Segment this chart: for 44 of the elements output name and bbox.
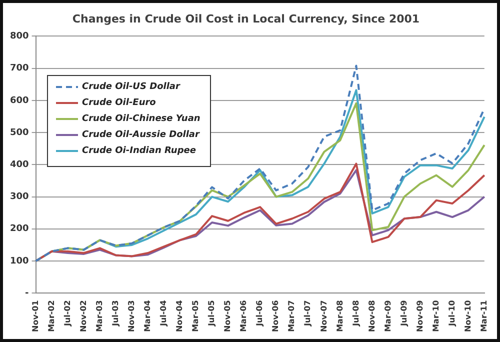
- x-tick-label: Jul-09: [399, 300, 408, 328]
- x-tick-label: Jul-08: [351, 300, 360, 328]
- x-tick-label: Nov-02: [78, 300, 88, 332]
- x-tick-label: Nov-07: [319, 300, 328, 332]
- y-tick-label: 400: [10, 160, 29, 170]
- y-tick-label: 100: [10, 256, 29, 266]
- y-tick-label: 800: [10, 32, 29, 42]
- x-tick-label: Jul-06: [255, 300, 264, 328]
- x-tick-label: Nov-01: [30, 300, 40, 332]
- x-tick-label: Jul-10: [447, 300, 456, 328]
- legend-label: Crude Oil-US Dollar: [82, 82, 180, 92]
- x-tick-label: Mar-03: [94, 300, 104, 332]
- chart-title: Changes in Crude Oil Cost in Local Currency, Since 2001: [72, 12, 420, 26]
- x-tick-label: Nov-10: [463, 300, 472, 332]
- x-tick-label: Nov-09: [415, 300, 424, 332]
- x-tick-label: Mar-05: [191, 300, 200, 332]
- legend-label: Crude Oi-Indian Rupee: [82, 146, 196, 156]
- x-tick-label: Nov-03: [126, 300, 136, 332]
- x-tick-label: Mar-06: [239, 300, 248, 332]
- y-tick-label: 700: [10, 64, 29, 74]
- y-tick-label: 600: [10, 96, 29, 106]
- x-tick-label: Nov-04: [175, 300, 184, 332]
- x-tick-label: Jul-05: [207, 300, 216, 328]
- y-tick-label: 300: [10, 192, 29, 202]
- y-tick-label: 500: [10, 128, 29, 138]
- x-tick-label: Jul-07: [303, 300, 312, 328]
- x-tick-label: Mar-10: [431, 300, 440, 332]
- x-tick-label: Mar-07: [287, 300, 296, 332]
- x-tick-label: Jul-02: [62, 300, 72, 328]
- x-tick-label: Mar-02: [46, 300, 56, 332]
- x-tick-label: Jul-03: [110, 300, 120, 328]
- legend-label: Crude Oil-Euro: [82, 98, 156, 108]
- x-tick-label: Jul-04: [159, 300, 168, 328]
- legend-label: Crude Oil-Aussie Dollar: [82, 130, 200, 140]
- x-tick-label: Nov-08: [367, 300, 376, 332]
- x-tick-label: Mar-09: [383, 300, 392, 332]
- y-tick-label: 200: [10, 224, 29, 234]
- x-tick-label: Nov-05: [223, 300, 232, 332]
- x-tick-label: Mar-11: [479, 300, 488, 332]
- y-tick-label: -: [25, 288, 30, 298]
- legend-label: Crude Oil-Chinese Yuan: [82, 114, 200, 124]
- x-tick-label: Nov-06: [271, 300, 280, 332]
- x-tick-label: Mar-08: [335, 300, 344, 332]
- x-tick-label: Mar-04: [143, 300, 152, 332]
